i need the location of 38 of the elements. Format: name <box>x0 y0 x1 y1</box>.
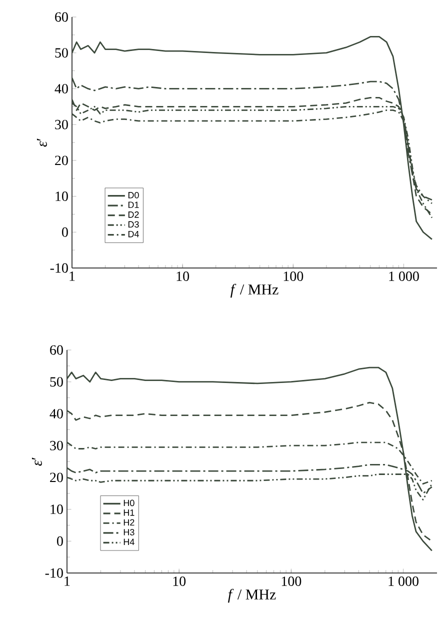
y-tick-label: 40 <box>50 408 63 418</box>
y-axis-title: ε′ <box>32 458 42 466</box>
y-tick-label: 50 <box>50 377 63 387</box>
x-tick-label: 1 000 <box>389 272 419 281</box>
y-tick-label: 20 <box>55 156 68 166</box>
x-tick-label: 1 <box>64 576 70 586</box>
y-tick-label: 30 <box>55 120 68 130</box>
y-tick-label: 20 <box>50 472 63 482</box>
legend-label: D2 <box>128 211 139 218</box>
x-tick-label: 1 <box>70 272 75 281</box>
x-tick-label: 100 <box>282 576 302 586</box>
y-tick-label: 10 <box>56 192 68 202</box>
y-tick-label: 50 <box>55 48 68 58</box>
legend-label: H2 <box>124 519 134 526</box>
x-axis-title: f / MHz <box>228 588 276 603</box>
y-tick-label: 0 <box>57 536 63 546</box>
y-axis-title: ε′ <box>36 138 47 147</box>
y-tick-label: 30 <box>50 440 63 450</box>
legend-label: H3 <box>124 529 134 536</box>
x-tick-label: 10 <box>176 272 190 281</box>
legend-label: D0 <box>128 192 139 198</box>
x-tick-label: 10 <box>173 576 186 586</box>
legend-label: H0 <box>124 500 134 506</box>
y-tick-label: -10 <box>50 263 68 273</box>
legend-label: H4 <box>124 538 134 545</box>
y-tick-label: -10 <box>45 568 63 578</box>
y-tick-label: 0 <box>62 227 68 237</box>
legend-label: H1 <box>124 510 134 516</box>
legend-label: D4 <box>128 230 139 238</box>
legend-label: D1 <box>128 202 139 208</box>
y-tick-label: 60 <box>55 12 68 22</box>
x-tick-label: 1 000 <box>388 576 418 586</box>
y-tick-label: 10 <box>50 504 63 514</box>
y-tick-label: 40 <box>54 84 68 94</box>
y-tick-label: 60 <box>50 345 63 355</box>
x-tick-label: 100 <box>284 272 304 281</box>
legend-label: D3 <box>128 221 139 228</box>
x-axis-title: f / MHz <box>230 284 278 298</box>
